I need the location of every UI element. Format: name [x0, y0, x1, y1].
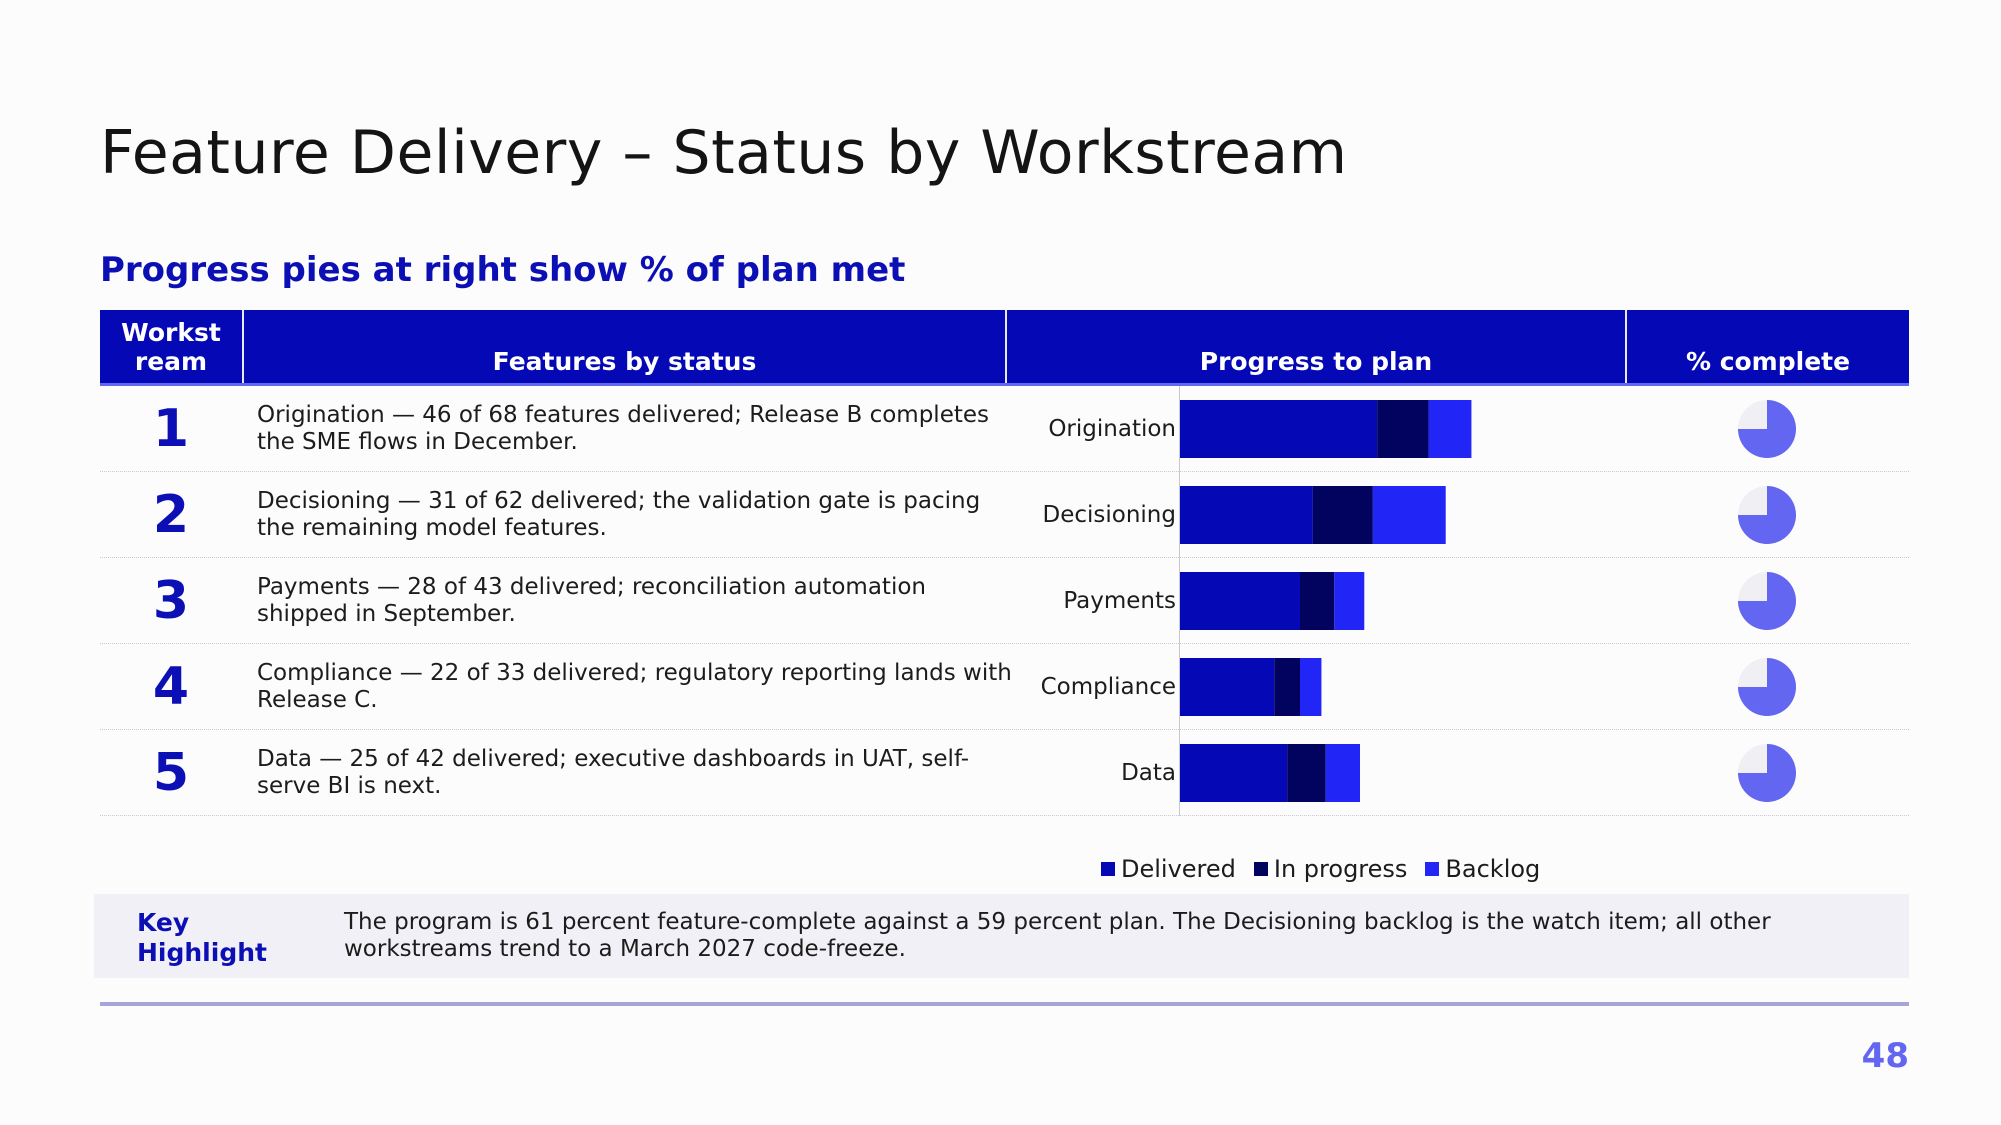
- pie-slice-data: [1738, 744, 1796, 802]
- bar-category-label: Payments: [1063, 588, 1176, 614]
- bar-in-progress-compliance: [1274, 658, 1300, 716]
- legend-item-delivered: Delivered: [1101, 855, 1236, 883]
- progress-pies: [1738, 400, 1796, 802]
- chart-legend: Delivered In progress Backlog: [1101, 855, 1558, 883]
- pie-slice-decisioning: [1738, 486, 1796, 544]
- bar-backlog-decisioning: [1372, 486, 1446, 544]
- header-progress: Progress to plan: [1005, 310, 1625, 383]
- bar-backlog-data: [1325, 744, 1360, 802]
- bar-category-label: Origination: [1048, 416, 1176, 442]
- table-row: 2 Decisioning — 31 of 62 delivered; the …: [100, 472, 1909, 558]
- pie-slice-payments: [1738, 572, 1796, 630]
- header-workstream: Workst ream: [121, 318, 221, 376]
- bar-delivered-payments: [1180, 572, 1300, 630]
- legend-label: Delivered: [1121, 855, 1236, 883]
- bar-category-label: Data: [1121, 760, 1176, 786]
- header-features: Features by status: [242, 310, 1005, 383]
- bar-delivered-decisioning: [1180, 486, 1313, 544]
- table-row: 1 Origination — 46 of 68 features delive…: [100, 386, 1909, 472]
- key-highlight-label: Key Highlight: [137, 908, 267, 967]
- legend-item-in-progress: In progress: [1253, 855, 1408, 883]
- stacked-bar-chart: [1180, 400, 1472, 802]
- table-row: 4 Compliance — 22 of 33 delivered; regul…: [100, 644, 1909, 730]
- bar-delivered-origination: [1180, 400, 1378, 458]
- bar-in-progress-decisioning: [1312, 486, 1373, 544]
- row-description: Decisioning — 31 of 62 delivered; the va…: [257, 488, 981, 541]
- table-row: 3 Payments — 28 of 43 delivered; reconci…: [100, 558, 1909, 644]
- bar-axis-line: [1179, 386, 1180, 816]
- page-number: 48: [1861, 1036, 1909, 1076]
- header-complete: % complete: [1625, 310, 1909, 383]
- pie-slice-origination: [1738, 400, 1796, 458]
- bar-in-progress-data: [1287, 744, 1326, 802]
- bar-category-label: Compliance: [1040, 674, 1176, 700]
- row-number: 1: [152, 399, 190, 459]
- legend-label: In progress: [1273, 855, 1408, 883]
- legend-swatch: [1253, 862, 1268, 876]
- bottom-divider: [100, 1002, 1909, 1006]
- bar-backlog-compliance: [1300, 658, 1322, 716]
- row-number: 4: [152, 657, 190, 717]
- row-number: 2: [152, 485, 190, 545]
- bar-in-progress-origination: [1377, 400, 1429, 458]
- bar-delivered-compliance: [1180, 658, 1275, 716]
- legend-label: Backlog: [1445, 855, 1541, 883]
- row-number: 5: [152, 743, 190, 803]
- table-row: 5 Data — 25 of 42 delivered; executive d…: [100, 730, 1909, 816]
- legend-swatch: [1101, 862, 1115, 876]
- bar-category-label: Decisioning: [1042, 502, 1177, 528]
- row-number: 3: [152, 571, 190, 631]
- row-description: Origination — 46 of 68 features delivere…: [257, 402, 989, 455]
- key-highlight-text: The program is 61 percent feature-comple…: [344, 909, 1771, 962]
- row-description: Payments — 28 of 43 delivered; reconcili…: [257, 574, 926, 627]
- row-description: Compliance — 22 of 33 delivered; regulat…: [257, 660, 1012, 713]
- page-subtitle: Progress pies at right show % of plan me…: [100, 250, 906, 290]
- table-header: Workst ream Features by status Progress …: [100, 310, 1909, 386]
- pie-slice-compliance: [1738, 658, 1796, 716]
- key-highlight-box: Key Highlight The program is 61 percent …: [94, 894, 1909, 978]
- row-description: Data — 25 of 42 delivered; executive das…: [257, 746, 970, 799]
- bar-backlog-origination: [1428, 400, 1472, 458]
- page-title: Feature Delivery – Status by Workstream: [100, 118, 1348, 188]
- bar-backlog-payments: [1334, 572, 1365, 630]
- bar-delivered-data: [1180, 744, 1288, 802]
- bar-in-progress-payments: [1300, 572, 1335, 630]
- status-table: Workst ream Features by status Progress …: [100, 310, 1909, 825]
- legend-swatch: [1425, 862, 1440, 876]
- legend-item-backlog: Backlog: [1425, 855, 1540, 883]
